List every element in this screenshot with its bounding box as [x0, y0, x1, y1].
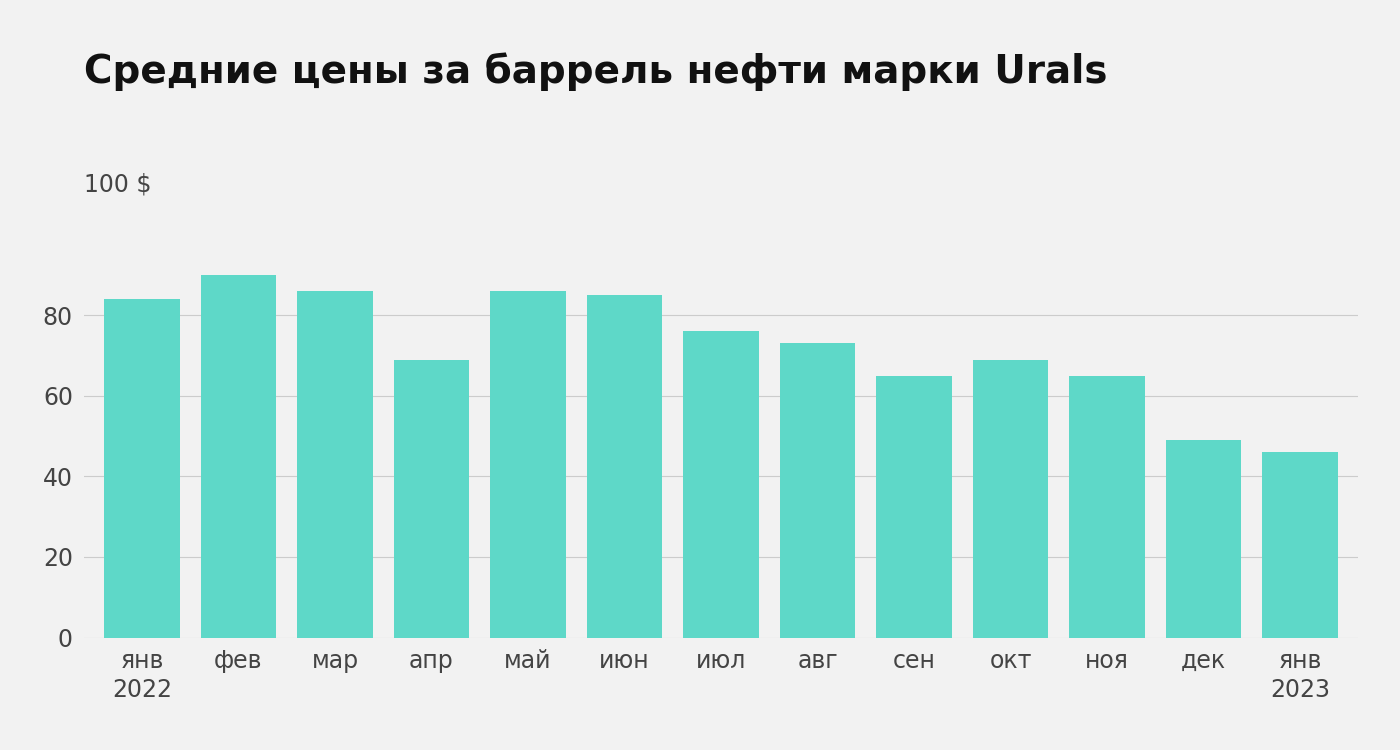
- Bar: [876, 376, 952, 638]
- Bar: [200, 275, 276, 638]
- Bar: [973, 359, 1049, 638]
- Bar: [1263, 452, 1338, 638]
- Text: Средние цены за баррель нефти марки Urals: Средние цены за баррель нефти марки Ural…: [84, 53, 1107, 92]
- Bar: [297, 291, 372, 638]
- Bar: [780, 344, 855, 638]
- Bar: [683, 332, 759, 638]
- Bar: [393, 359, 469, 638]
- Bar: [104, 299, 179, 638]
- Bar: [1166, 440, 1242, 638]
- Bar: [1070, 376, 1145, 638]
- Bar: [490, 291, 566, 638]
- Bar: [587, 296, 662, 638]
- Text: 100 $: 100 $: [84, 172, 151, 196]
